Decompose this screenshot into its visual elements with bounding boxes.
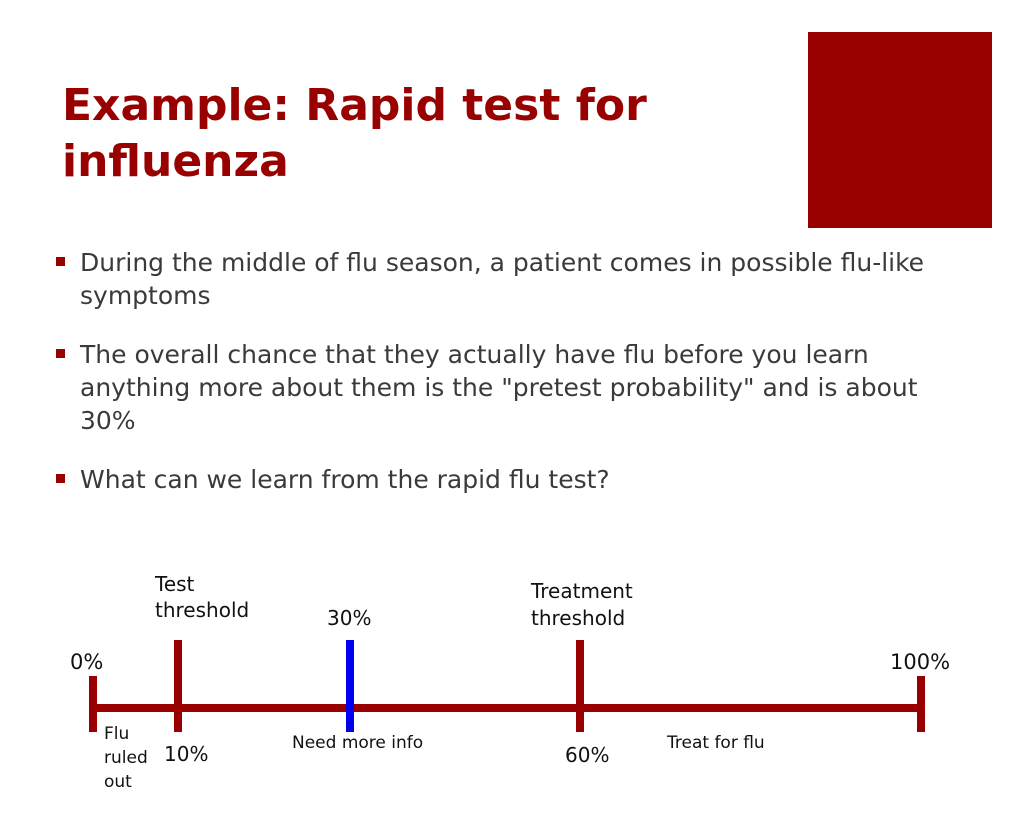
probability-scale: Test threshold Treatment threshold 30% 0… — [0, 560, 1024, 819]
ruled-out-label-line1: Flu — [104, 724, 130, 744]
test-threshold-label-line2: threshold — [155, 598, 250, 622]
pretest-value-label: 30% — [327, 606, 372, 630]
treatment-threshold-label-line2: threshold — [531, 606, 626, 630]
treat-for-flu-label: Treat for flu — [667, 733, 765, 753]
end-label: 100% — [890, 650, 951, 674]
slide-title: Example: Rapid test for influenza — [62, 80, 647, 187]
bullet-item: What can we learn from the rapid flu tes… — [54, 463, 954, 496]
ruled-out-label-line2: ruled — [104, 748, 148, 768]
treatment-threshold-value-label: 60% — [565, 743, 610, 767]
probability-scale-graphic — [89, 640, 925, 732]
need-more-info-label: Need more info — [292, 733, 424, 753]
bullet-item: The overall chance that they actually ha… — [54, 338, 954, 437]
bullet-text: The overall chance that they actually ha… — [80, 340, 918, 435]
square-bullet-icon — [56, 349, 65, 358]
start-label: 0% — [70, 650, 104, 674]
bullet-item: During the middle of flu season, a patie… — [54, 246, 954, 312]
bullet-list: During the middle of flu season, a patie… — [54, 246, 954, 522]
treatment-threshold-label-line1: Treatment — [531, 579, 633, 603]
bullet-text: During the middle of flu season, a patie… — [80, 248, 925, 310]
square-bullet-icon — [56, 474, 65, 483]
accent-block — [808, 32, 992, 228]
ruled-out-label-line3: out — [104, 772, 132, 792]
test-threshold-label-line1: Test — [155, 572, 195, 596]
test-threshold-value-label: 10% — [164, 742, 209, 766]
square-bullet-icon — [56, 257, 65, 266]
bullet-text: What can we learn from the rapid flu tes… — [80, 465, 610, 494]
